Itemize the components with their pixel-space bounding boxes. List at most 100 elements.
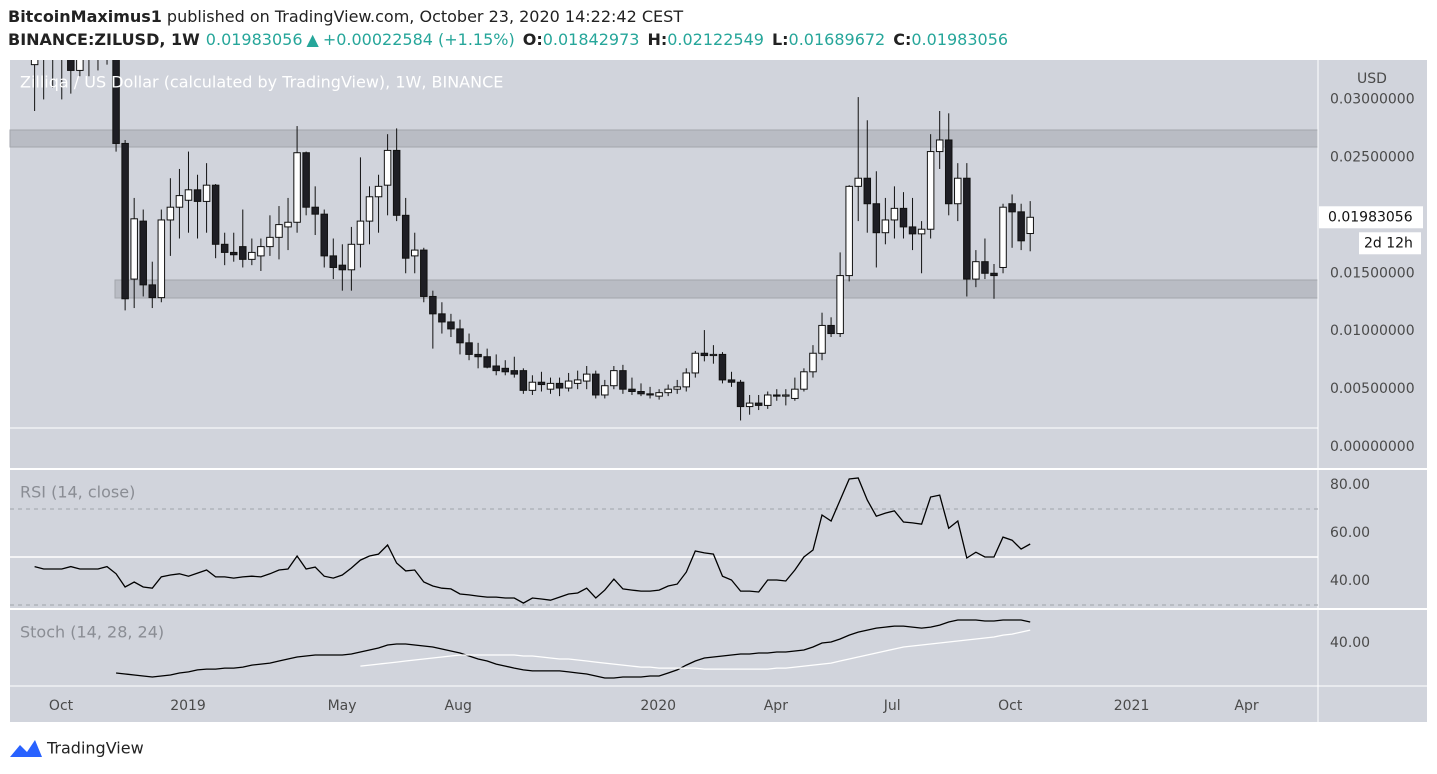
candle-body (465, 342, 473, 355)
ohlc-label: H: (647, 30, 667, 49)
candle-body (438, 313, 446, 323)
resistance-zone (9, 129, 1319, 148)
x-tick-label: 2019 (170, 698, 206, 714)
candle-body (582, 373, 591, 382)
candle-body (211, 184, 220, 245)
y-tick-label: 0.00500000 (1330, 381, 1415, 397)
candle-body (239, 246, 247, 260)
candle-body (972, 261, 980, 280)
y-tick-label: 60.00 (1330, 525, 1370, 541)
x-tick-label: Jul (883, 698, 901, 714)
x-tick-label: Oct (998, 698, 1023, 714)
last-price: 0.01983056 (1328, 209, 1413, 225)
candle-body (926, 151, 935, 230)
author: BitcoinMaximus1 (8, 7, 162, 26)
last: 0.01983056 (206, 30, 303, 49)
candle-body (854, 177, 862, 187)
ohlc-label: C: (893, 30, 911, 49)
candle-body (175, 195, 184, 208)
candle-body (682, 372, 691, 388)
candle-body (800, 371, 808, 390)
candle-body (374, 185, 383, 198)
candle-body (392, 149, 401, 216)
candle-body (248, 251, 256, 260)
candle-body (646, 393, 654, 396)
chart-background (10, 60, 1427, 722)
candle-body (501, 367, 510, 373)
candle-body (655, 392, 663, 397)
y-axis-label: USD (1357, 71, 1387, 87)
candle-body (963, 177, 971, 280)
y-tick-label: 0.01500000 (1330, 265, 1415, 281)
candle-body (492, 365, 500, 372)
y-tick-label: 0.01000000 (1330, 323, 1415, 339)
candle-body (881, 219, 890, 234)
candle-body (356, 220, 365, 245)
y-tick-label: 80.00 (1330, 477, 1370, 493)
series-line (360, 629, 1031, 670)
symbol: BINANCE:ZILUSD, 1W (8, 30, 200, 49)
change: +0.00022584 (+1.15%) (323, 30, 515, 49)
candle-body (229, 251, 238, 256)
candle-body (628, 388, 636, 393)
candle-body (139, 220, 147, 286)
ohlc-label: L: (772, 30, 789, 49)
candle-body (691, 352, 700, 374)
pane (10, 477, 1318, 606)
candle-body (736, 381, 745, 408)
candle-body (791, 388, 799, 399)
ohlc-value: 0.01983056 (911, 30, 1008, 49)
candle-body (30, 60, 39, 66)
publish-line: BitcoinMaximus1 published on TradingView.… (8, 7, 683, 26)
candle-body (954, 177, 962, 205)
candle-body (999, 206, 1007, 268)
candle-body (528, 381, 537, 391)
candle-body (890, 207, 899, 221)
candle-body (827, 324, 835, 335)
candle-body (67, 60, 75, 71)
candle-body (637, 391, 645, 395)
candle-body (709, 353, 718, 357)
candle-body (863, 177, 872, 205)
candle-body (845, 185, 853, 277)
arrow: ▲ (307, 30, 320, 49)
candle-body (944, 139, 953, 205)
candle-body (275, 224, 283, 238)
y-tick-label: 0.00000000 (1330, 439, 1415, 455)
ohlc-value: 0.02122549 (667, 30, 764, 49)
candle-body (700, 352, 709, 357)
candle-body (537, 381, 546, 386)
countdown-tag (1359, 232, 1421, 255)
logo-mark (10, 740, 42, 757)
candle-body (990, 272, 998, 277)
candle-body (329, 255, 338, 268)
ohlc-label: O: (523, 30, 543, 49)
series-line (116, 619, 1031, 679)
candle-body (718, 353, 727, 381)
candle-body (592, 373, 600, 396)
candle-body (510, 370, 519, 375)
x-tick-label: Aug (445, 698, 472, 714)
candle-body (564, 380, 573, 389)
series-line (34, 477, 1031, 604)
candle-body (872, 203, 881, 234)
candle-body (836, 275, 844, 335)
candle-body (184, 189, 193, 201)
candle-body (610, 370, 618, 387)
x-tick-label: Apr (1234, 698, 1258, 714)
candle-body (401, 214, 410, 259)
brand: TradingView (46, 739, 144, 758)
pane (30, 60, 1034, 421)
candle-body (745, 402, 754, 408)
candle-body (320, 213, 328, 257)
candle-body (266, 236, 274, 248)
candle-body (284, 221, 292, 228)
pane-title: RSI (14, close) (20, 483, 135, 502)
candle-body (782, 394, 790, 397)
candle-body (429, 295, 437, 315)
candle-body (899, 207, 908, 228)
support-zone (114, 279, 1319, 299)
pane-title: Zilliqa / US Dollar (calculated by Tradi… (20, 73, 503, 92)
